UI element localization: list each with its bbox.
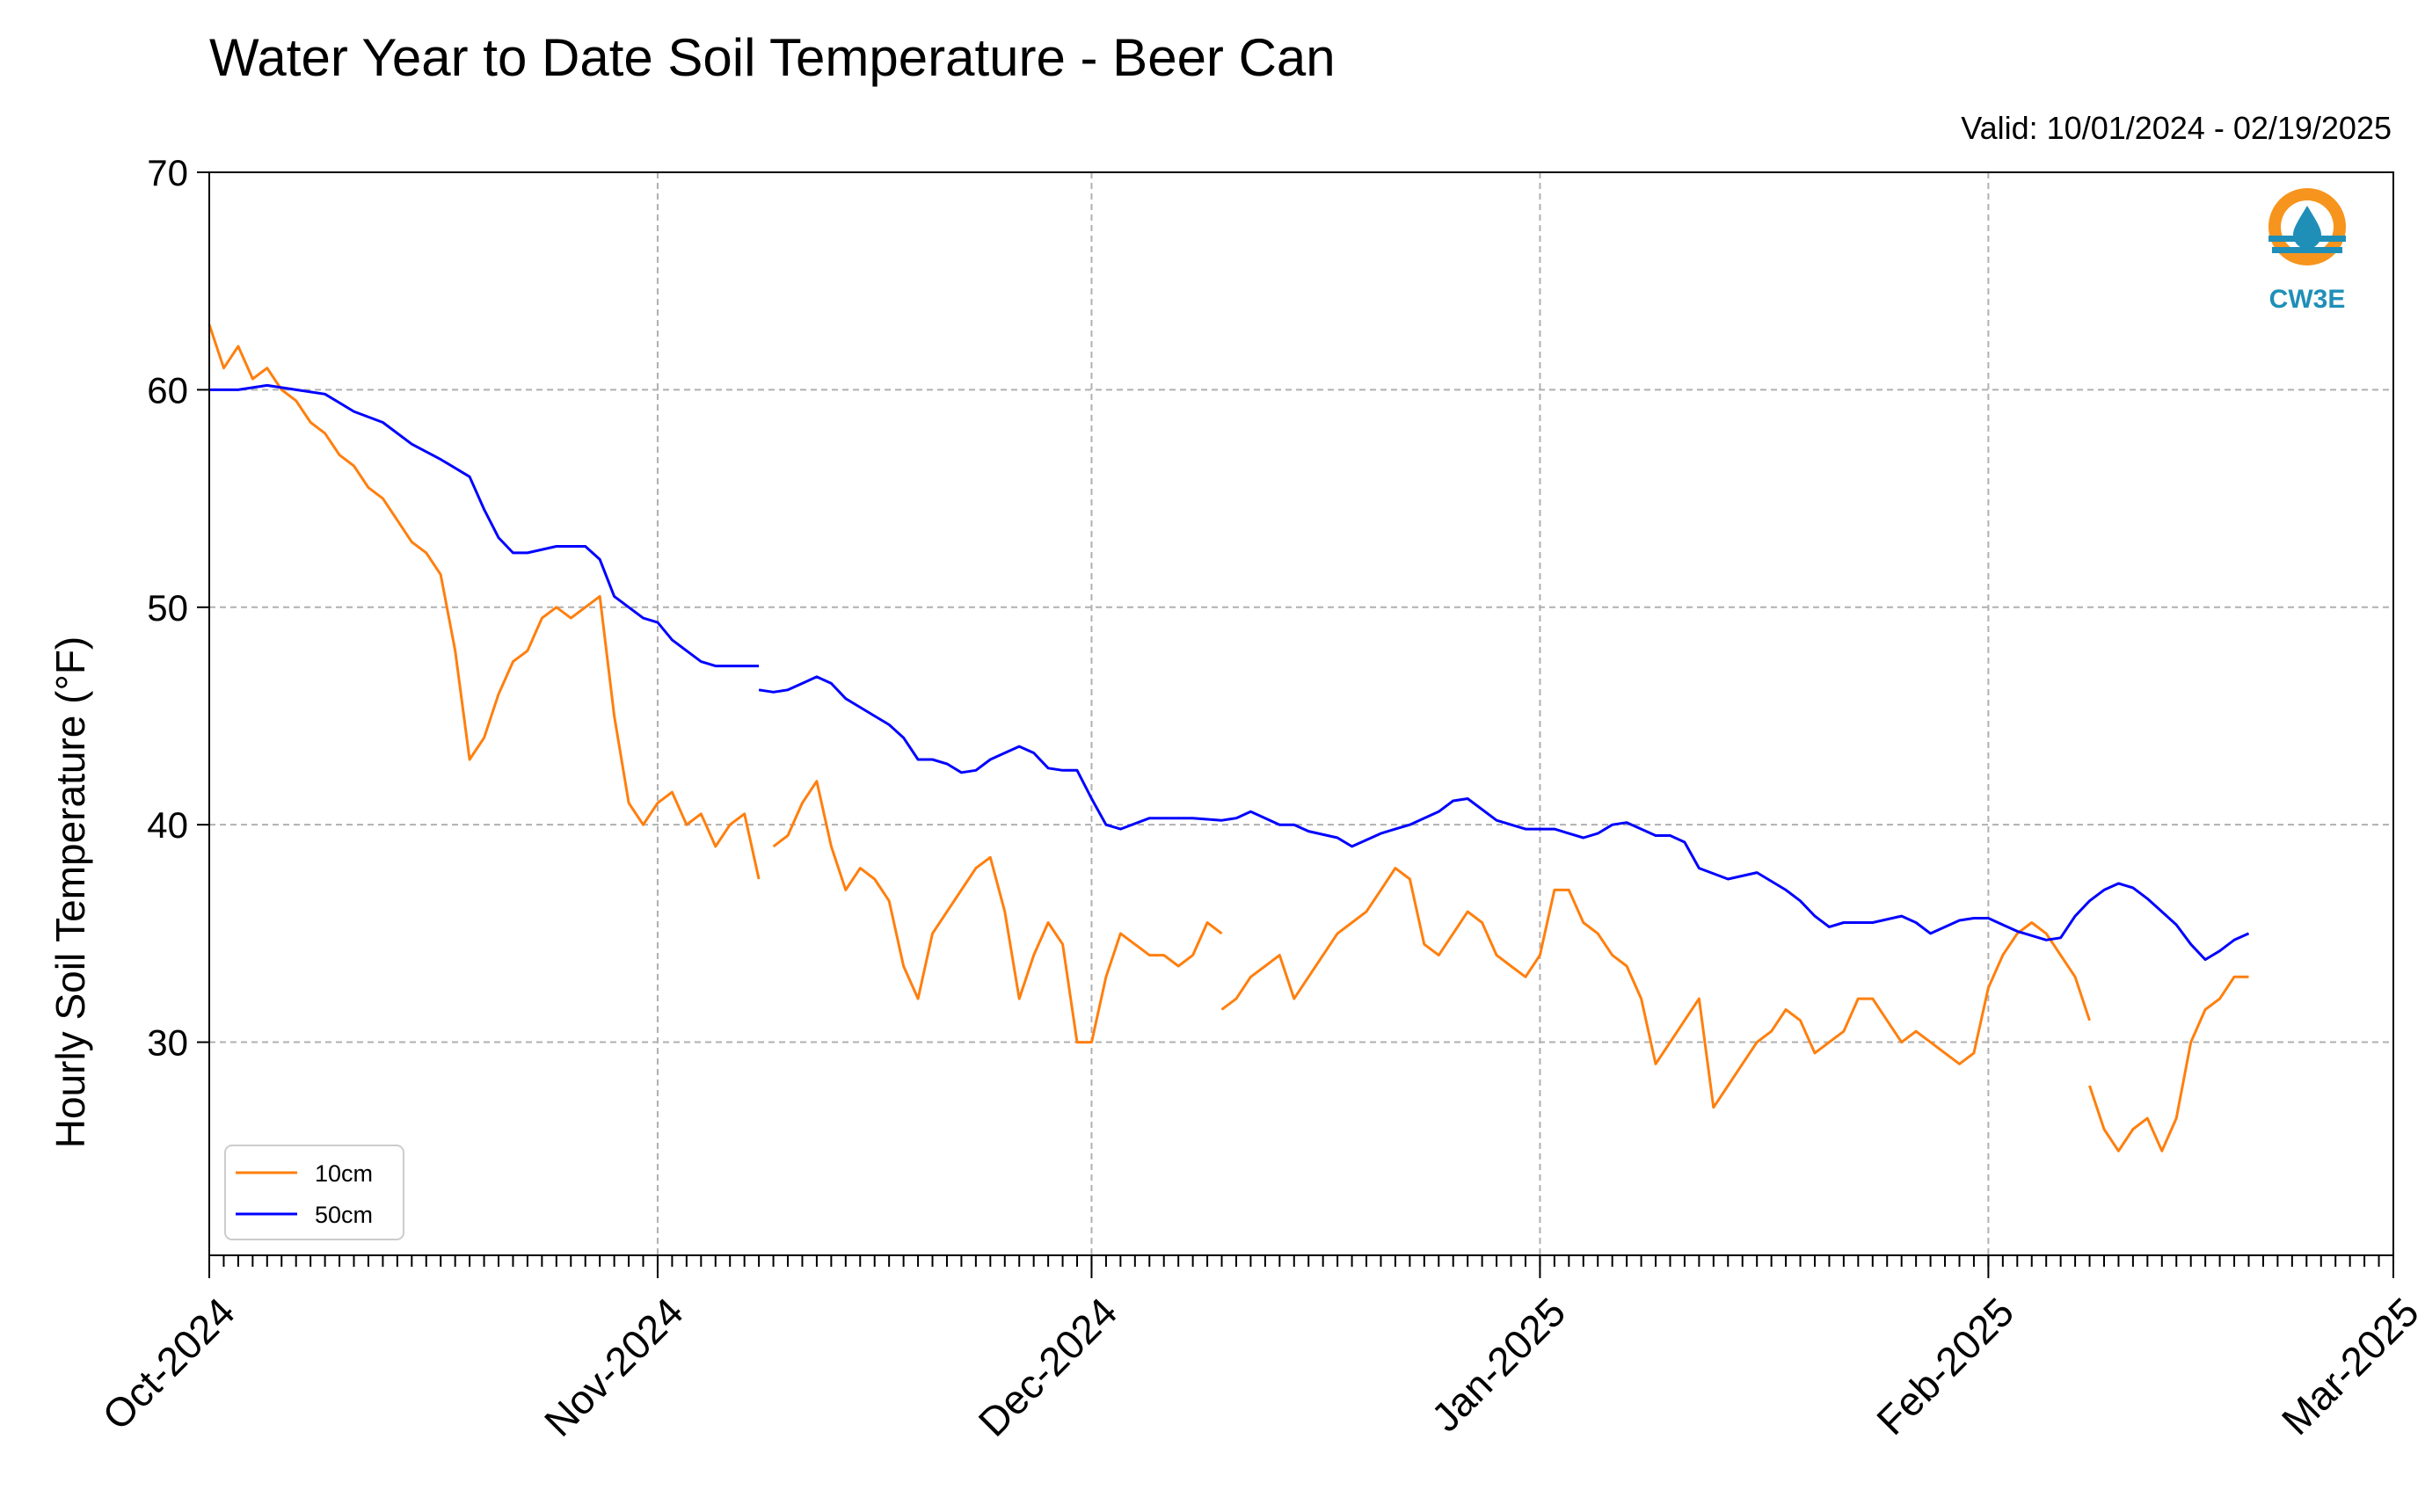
- legend: 10cm 50cm: [224, 1145, 404, 1240]
- x-tick-label: Nov-2024: [535, 1289, 692, 1445]
- x-tick-label: Feb-2025: [1868, 1289, 2022, 1443]
- x-tick-label: Jan-2025: [1423, 1289, 1574, 1440]
- logo-wave-icon: [2268, 236, 2346, 242]
- legend-label: 10cm: [315, 1160, 373, 1187]
- y-tick-label: 50: [147, 587, 188, 629]
- legend-box: [224, 1145, 404, 1240]
- x-axis: Oct-2024 Nov-2024 Dec-2024 Jan-2025 Feb-2025…: [93, 1255, 2425, 1445]
- logo-wave-icon: [2272, 247, 2342, 253]
- x-tick-label: Dec-2024: [969, 1289, 1125, 1445]
- x-tick-label: Mar-2025: [2273, 1289, 2425, 1443]
- grid: [209, 171, 2393, 1255]
- y-axis-label: Hourly Soil Temperature (°F): [47, 636, 93, 1149]
- series-line-50cm: [209, 383, 2250, 962]
- y-tick-label: 30: [147, 1022, 188, 1064]
- y-axis: 30 40 50 60 70: [147, 152, 209, 1064]
- series-line-10cm: [208, 323, 2249, 1152]
- y-tick-label: 60: [147, 369, 188, 411]
- plot-lines: [208, 323, 2250, 1152]
- y-tick-label: 70: [147, 152, 188, 193]
- x-tick-label: Oct-2024: [93, 1289, 244, 1439]
- y-tick-label: 40: [147, 804, 188, 846]
- legend-label: 50cm: [315, 1202, 373, 1228]
- plot-frame: [208, 171, 2394, 1256]
- logo-text: CW3E: [2269, 285, 2346, 314]
- cw3e-logo: CW3E: [2268, 188, 2346, 314]
- valid-date-range: Valid: 10/01/2024 - 02/19/2025: [1961, 110, 2392, 146]
- chart-title: Water Year to Date Soil Temperature - Be…: [209, 28, 1336, 87]
